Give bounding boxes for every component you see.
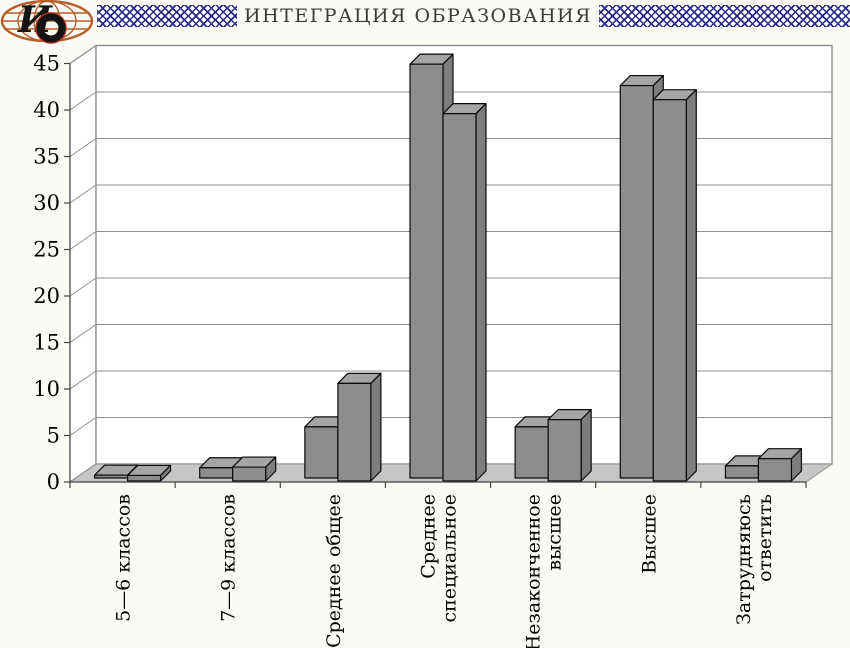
y-axis-label: 45	[33, 52, 60, 76]
chart-canvas: 0 5 10 15 20 25 30 35 40 45 5—6 классов 7—9 классов…	[33, 44, 834, 648]
x-axis-label: Высшее	[638, 494, 660, 574]
y-tick-diagonal	[69, 417, 97, 436]
x-axis-label: 5—6 классов	[113, 494, 135, 622]
bar-s2-c6	[757, 448, 803, 482]
journal-title: ИНТЕГРАЦИЯ ОБРАЗОВАНИЯ	[244, 5, 592, 27]
y-axis-label: 20	[33, 284, 60, 308]
y-tick-diagonal	[69, 277, 97, 297]
side-wall	[69, 44, 97, 484]
y-axis-label: 15	[33, 331, 60, 355]
y-tick-diagonal	[69, 324, 97, 343]
y-axis-label: 5	[47, 424, 60, 448]
bar-s2-c0	[126, 464, 172, 482]
y-axis-label: 25	[33, 238, 60, 262]
y-axis-label: 10	[33, 377, 60, 401]
bar-s2-c1	[232, 456, 277, 482]
y-tick-diagonal	[69, 91, 97, 111]
x-axis-label: Среднее	[418, 494, 440, 579]
x-axis-label: специальное	[439, 494, 461, 623]
x-axis-label: Незаконченное	[523, 494, 545, 648]
y-axis-label: 35	[33, 145, 60, 169]
y-tick-diagonal	[69, 370, 97, 390]
bar-chart-3d: 0 5 10 15 20 25 30 35 40 45 5—6 классов 7—9 классов…	[0, 32, 850, 648]
journal-logo: И	[0, 0, 94, 44]
x-axis-label: Затрудняюсь	[733, 494, 755, 625]
y-axis-label: 40	[33, 98, 60, 122]
journal-header: И ИНТЕГРАЦИЯ ОБРАЗОВАНИЯ	[0, 0, 850, 44]
y-tick-diagonal	[69, 184, 97, 204]
y-axis-label: 30	[33, 191, 60, 215]
y-tick-diagonal	[69, 231, 97, 250]
x-axis-label: ответить	[754, 494, 776, 582]
x-axis-label: Среднее общее	[323, 494, 345, 648]
bar-s2-c5	[652, 89, 697, 482]
header-band-right	[599, 5, 850, 27]
y-tick-diagonal	[69, 45, 97, 64]
x-axis-label: 7—9 классов	[218, 494, 240, 622]
x-axis-label: высшее	[544, 494, 566, 571]
y-tick-diagonal	[69, 463, 97, 483]
bar-s2-c3	[442, 103, 487, 482]
y-axis-label: 0	[47, 470, 60, 494]
logo-monogram: И	[17, 0, 67, 44]
y-tick-diagonal	[69, 138, 97, 157]
bar-s2-c2	[337, 372, 382, 482]
header-band-left	[97, 5, 237, 27]
bar-s2-c4	[547, 409, 592, 482]
